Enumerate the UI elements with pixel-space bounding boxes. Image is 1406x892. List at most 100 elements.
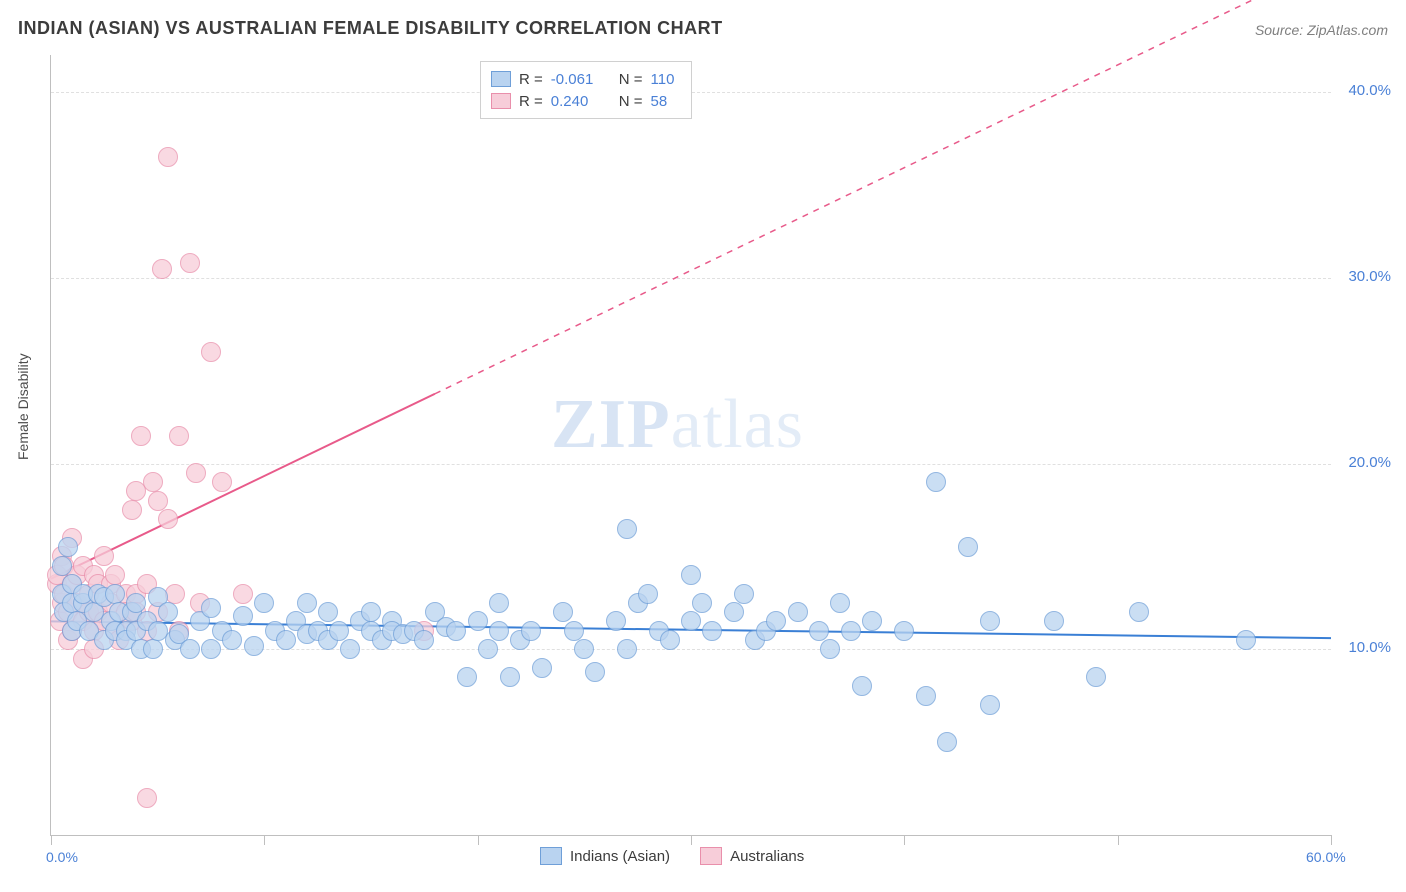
point-australians [186,463,206,483]
legend-bottom-item: Australians [700,847,804,865]
point-indians [105,584,125,604]
point-indians [681,565,701,585]
point-indians [692,593,712,613]
point-indians [201,598,221,618]
legend-stats-row: R =-0.061N =110 [491,68,681,90]
point-indians [788,602,808,622]
point-indians [809,621,829,641]
point-indians [180,639,200,659]
point-australians [137,788,157,808]
point-indians [489,593,509,613]
point-indians [638,584,658,604]
legend-swatch [491,93,511,109]
point-australians [131,426,151,446]
legend-n-label: N = [619,93,643,110]
point-indians [1086,667,1106,687]
point-indians [297,593,317,613]
point-australians [201,342,221,362]
point-indians [276,630,296,650]
legend-r-value: -0.061 [551,71,611,88]
point-indians [244,636,264,656]
point-indians [158,602,178,622]
legend-r-value: 0.240 [551,93,611,110]
point-indians [574,639,594,659]
point-indians [457,667,477,687]
legend-n-label: N = [619,71,643,88]
legend-swatch [540,847,562,865]
point-australians [165,584,185,604]
chart-title: INDIAN (ASIAN) VS AUSTRALIAN FEMALE DISA… [18,18,723,39]
point-indians [254,593,274,613]
point-indians [606,611,626,631]
point-indians [617,639,637,659]
x-tick [1331,835,1332,845]
legend-stats-row: R =0.240N =58 [491,90,681,112]
point-australians [152,259,172,279]
point-indians [958,537,978,557]
legend-bottom-label: Australians [730,848,804,865]
point-indians [724,602,744,622]
point-indians [980,695,1000,715]
x-tick [691,835,692,845]
legend-bottom-item: Indians (Asian) [540,847,670,865]
point-australians [94,546,114,566]
x-tick [264,835,265,845]
point-australians [148,491,168,511]
source-attribution: Source: ZipAtlas.com [1255,22,1388,38]
point-indians [681,611,701,631]
point-indians [222,630,242,650]
legend-swatch [700,847,722,865]
point-indians [820,639,840,659]
point-indians [937,732,957,752]
y-tick-label: 10.0% [1348,639,1391,656]
point-indians [521,621,541,641]
point-indians [361,602,381,622]
point-indians [926,472,946,492]
point-indians [553,602,573,622]
point-australians [122,500,142,520]
point-indians [414,630,434,650]
legend-bottom-label: Indians (Asian) [570,848,670,865]
point-indians [446,621,466,641]
y-tick-label: 20.0% [1348,454,1391,471]
x-tick [478,835,479,845]
point-indians [564,621,584,641]
point-indians [862,611,882,631]
y-tick-label: 30.0% [1348,268,1391,285]
point-indians [233,606,253,626]
point-indians [660,630,680,650]
plot-area: ZIPatlas 10.0%20.0%30.0%40.0%0.0%60.0% [50,55,1331,836]
point-indians [478,639,498,659]
point-indians [500,667,520,687]
point-indians [340,639,360,659]
point-indians [585,662,605,682]
point-indians [58,537,78,557]
point-indians [916,686,936,706]
x-tick [1118,835,1119,845]
x-tick [51,835,52,845]
point-australians [158,509,178,529]
point-indians [143,639,163,659]
point-indians [841,621,861,641]
point-indians [126,593,146,613]
point-indians [830,593,850,613]
trend-layer [51,55,1331,835]
trendline-dashed [435,0,1331,394]
chart-container: { "title": "INDIAN (ASIAN) VS AUSTRALIAN… [0,0,1406,892]
point-australians [212,472,232,492]
point-indians [489,621,509,641]
point-indians [201,639,221,659]
x-tick-label: 60.0% [1306,849,1346,865]
point-indians [532,658,552,678]
point-indians [702,621,722,641]
point-indians [980,611,1000,631]
legend-bottom: Indians (Asian) Australians [540,847,804,865]
y-tick-label: 40.0% [1348,82,1391,99]
point-indians [318,602,338,622]
x-tick-label: 0.0% [46,849,78,865]
point-indians [894,621,914,641]
x-tick [904,835,905,845]
point-indians [734,584,754,604]
point-indians [1129,602,1149,622]
point-indians [852,676,872,696]
